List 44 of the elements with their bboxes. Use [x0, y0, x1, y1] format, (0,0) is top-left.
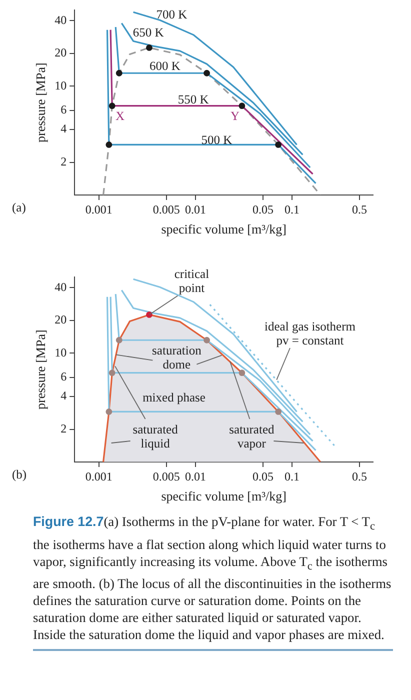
y-tick-label: 2 — [60, 421, 67, 436]
x-axis-title: specific volume [m³/kg] — [161, 488, 286, 504]
annotation: 600 K — [150, 58, 180, 73]
y-tick-label: 40 — [54, 12, 67, 27]
text: (b) — [12, 467, 27, 482]
x-tick-label: 0.1 — [284, 469, 300, 484]
y-tick-label: 20 — [54, 46, 67, 60]
annotation: saturated liquid — [132, 422, 179, 450]
annotation: 550 K — [178, 92, 209, 106]
x-tick-label: 0.1 — [284, 202, 300, 216]
y-tick-label: 10 — [54, 345, 67, 360]
text: (a) — [12, 200, 26, 214]
y-tick-label: 2 — [60, 154, 67, 168]
x-tick-label: 0.05 — [252, 202, 274, 216]
y-tick-label: 10 — [54, 78, 67, 92]
annotation: saturated vapor — [229, 422, 276, 450]
x-tick-label: 0.005 — [152, 469, 180, 484]
annotation: 650 K — [132, 26, 164, 40]
y-tick-label: 40 — [54, 280, 67, 294]
x-tick-label: 0.001 — [85, 202, 112, 216]
text: Figure 12.7(a) Isotherms in the pV-plane for water. For T < T$_{c}$ the isotherms have a flat section along which liquid water turns to vapor, significantly increasing its volume. Above T$_{c}$ the isotherms are smooth. (b) The locus of all the discontinuities in the isotherms defines the saturation curve or saturation dome. Points on the saturation dome are either saturated liquid or saturated vapor. Inside the saturation dome the liquid and vapor phases are mixed. — [33, 514, 392, 642]
x-tick-label: 0.01 — [184, 202, 206, 216]
y-tick-label: 4 — [60, 122, 67, 136]
y-tick-label: 20 — [54, 312, 67, 327]
y-tick-label: 6 — [60, 370, 67, 384]
x-tick-label: 0.5 — [352, 202, 367, 216]
annotation: 700 K — [156, 7, 188, 22]
y-tick-label: 4 — [60, 388, 67, 403]
x-tick-label: 0.001 — [85, 469, 112, 484]
y-axis-title: pressure [MPa] — [33, 62, 48, 142]
annotation: ideal gas isotherm pv = constant — [264, 319, 356, 348]
x-tick-label: 0.5 — [352, 469, 367, 484]
y-axis-title: pressure [MPa] — [33, 330, 48, 410]
annotation: mixed phase — [142, 390, 206, 404]
annotation: 500 K — [201, 132, 232, 147]
x-tick-label: 0.005 — [152, 202, 180, 216]
y-tick-label: 6 — [60, 102, 67, 117]
x-axis-title: specific volume [m³/kg] — [161, 222, 286, 237]
x-tick-label: 0.05 — [252, 469, 274, 484]
annotation: X — [115, 108, 125, 123]
x-tick-label: 0.01 — [184, 469, 206, 484]
annotation: saturation dome — [152, 344, 202, 372]
annotation: Y — [230, 108, 240, 123]
annotation: critical point — [174, 266, 210, 295]
